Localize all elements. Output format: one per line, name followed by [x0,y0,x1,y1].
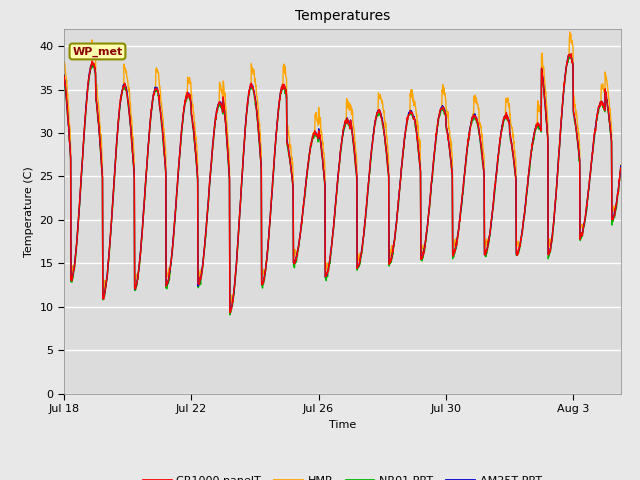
Text: WP_met: WP_met [72,47,123,57]
Y-axis label: Temperature (C): Temperature (C) [24,166,34,257]
X-axis label: Time: Time [329,420,356,430]
Legend: CR1000 panelT, HMP, NR01 PRT, AM25T PRT: CR1000 panelT, HMP, NR01 PRT, AM25T PRT [138,471,547,480]
Title: Temperatures: Temperatures [295,10,390,24]
